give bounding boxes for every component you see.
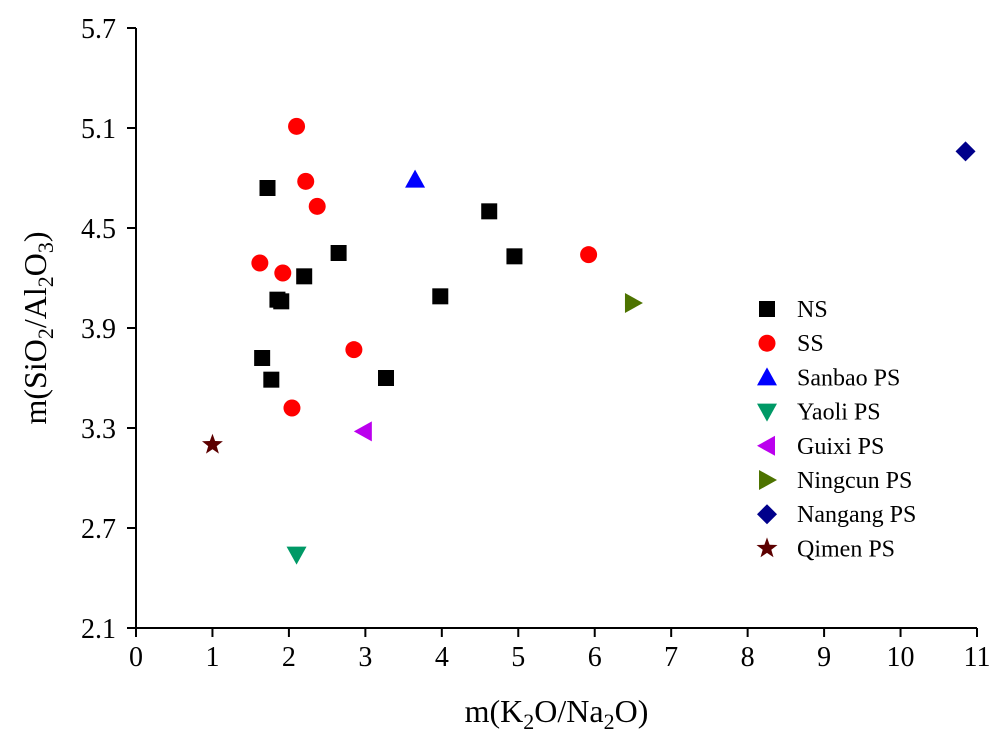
x-tick-label: 7 <box>664 642 678 673</box>
y-tick-label: 4.5 <box>81 214 116 245</box>
ningcun-ps-point <box>624 293 643 313</box>
legend-marker-qimen-ps <box>756 537 778 558</box>
x-tick-label: 3 <box>358 642 372 673</box>
ns-point <box>254 350 271 366</box>
y-tick-label: 5.7 <box>81 14 116 45</box>
legend-label-yaoli-ps: Yaoli PS <box>797 400 881 426</box>
x-axis-label: m(K2​O/Na2​O) <box>465 693 649 734</box>
ss-point <box>283 399 301 417</box>
y-tick-label: 3.9 <box>81 314 116 345</box>
x-tick-label: 11 <box>964 642 991 673</box>
ss-point <box>251 254 269 272</box>
legend-marker-ningcun-ps <box>759 470 777 490</box>
ns-point <box>263 371 280 388</box>
ns-point <box>432 288 449 305</box>
ns-point <box>481 203 498 220</box>
x-tick-label: 6 <box>588 642 602 673</box>
ns-point <box>273 293 290 310</box>
sanbao-ps-point <box>405 169 426 188</box>
x-tick-label: 8 <box>741 642 755 673</box>
legend-label-guixi-ps: Guixi PS <box>797 434 884 460</box>
y-axis-label: m(SiO2​/Al2​O3​) <box>17 232 58 425</box>
legend-label-ns: NS <box>797 297 828 323</box>
legend-marker-guixi-ps <box>757 435 775 456</box>
yaoli-ps-point <box>286 546 307 565</box>
legend-label-ss: SS <box>797 331 824 357</box>
legend-marker-ns <box>759 301 775 317</box>
y-tick-label: 2.1 <box>81 614 116 645</box>
legend-marker-nangang-ps <box>757 504 777 525</box>
legend-marker-sanbao-ps <box>757 367 777 386</box>
x-tick-label: 9 <box>817 642 831 673</box>
x-tick-label: 4 <box>435 642 449 673</box>
ns-point <box>330 245 347 261</box>
legend-marker-ss <box>758 334 776 352</box>
y-tick-label: 2.7 <box>81 514 116 545</box>
legend-label-ningcun-ps: Ningcun PS <box>797 468 912 494</box>
nangang-ps-point <box>955 141 976 162</box>
ss-point <box>274 264 292 282</box>
y-tick-label: 3.3 <box>81 414 116 445</box>
legend-label-nangang-ps: Nangang PS <box>797 502 916 528</box>
x-tick-label: 5 <box>511 642 525 673</box>
x-tick-label: 10 <box>887 642 915 673</box>
x-tick-label: 2 <box>282 642 296 673</box>
y-tick-label: 5.1 <box>81 114 116 145</box>
ss-point <box>580 246 598 264</box>
qimen-ps-point <box>202 433 223 454</box>
x-tick-label: 1 <box>205 642 219 673</box>
ns-point <box>506 248 523 265</box>
ns-point <box>259 180 276 196</box>
ns-point <box>378 370 395 386</box>
legend-label-sanbao-ps: Sanbao PS <box>797 365 900 391</box>
legend: NS SS Sanbao PS Yaoli PS Guixi PS Ningcun PS N… <box>756 297 916 562</box>
ss-point <box>345 341 363 359</box>
ss-point <box>288 117 306 135</box>
guixi-ps-point <box>353 421 372 442</box>
ns-point <box>296 268 313 285</box>
legend-label-qimen-ps: Qimen PS <box>797 536 895 562</box>
x-tick-label: 0 <box>129 642 143 673</box>
ss-point <box>308 197 326 215</box>
legend-marker-yaoli-ps <box>757 403 777 422</box>
axes: 0 1 2 3 4 5 6 7 8 9 10 11 2.1 2.7 3.3 3.9 4.5 5.1 5.7 m(K2​… <box>17 14 990 734</box>
ss-point <box>297 172 315 190</box>
data-points <box>202 117 976 565</box>
